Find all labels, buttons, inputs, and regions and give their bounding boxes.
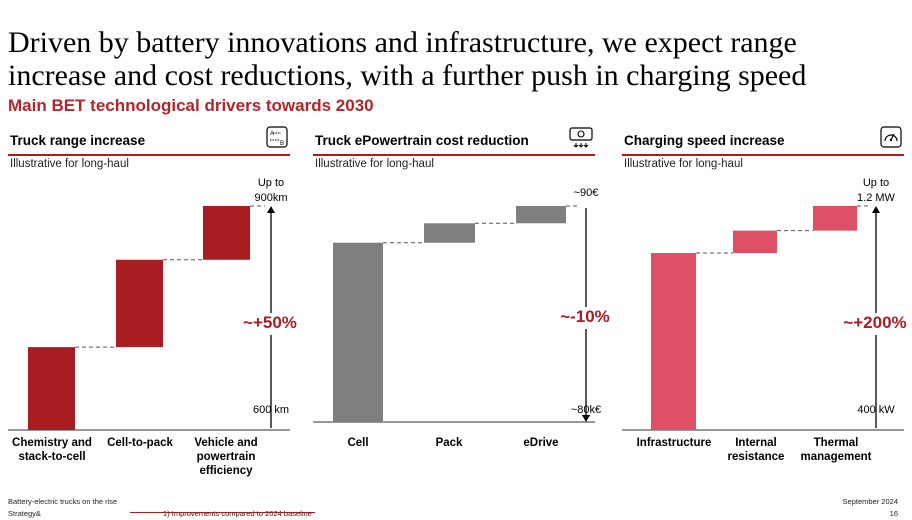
- footer-source: Battery-electric trucks on the rise: [8, 497, 118, 506]
- panel-title-range: Truck range increase: [10, 133, 146, 148]
- range-icon: A B: [266, 126, 288, 153]
- end-value-label: 900km: [254, 192, 287, 204]
- end-value-label: Up to: [863, 177, 889, 189]
- panel-subtitle-range: Illustrative for long-haul: [10, 158, 129, 170]
- category-label: Chemistry and: [12, 437, 92, 449]
- panel-title-charging: Charging speed increase: [624, 133, 785, 148]
- category-label: efficiency: [199, 465, 253, 477]
- money-icon: [569, 126, 593, 153]
- category-label: stack-to-cell: [18, 451, 85, 463]
- change-label: ~+50%: [243, 313, 297, 332]
- arrow-head: [582, 415, 590, 422]
- panel-subtitle-cost: Illustrative for long-haul: [315, 158, 434, 170]
- waterfall-bar: [116, 259, 163, 348]
- page-subtitle: Main BET technological drivers towards 2…: [8, 96, 374, 115]
- change-label: ~-10%: [560, 307, 610, 326]
- panel-title-cost: Truck ePowertrain cost reduction: [315, 133, 529, 148]
- category-label: Internal: [735, 437, 777, 449]
- end-value-label: ~90€: [574, 187, 599, 199]
- svg-text:B: B: [280, 141, 284, 147]
- footer-date: September 2024: [842, 497, 898, 506]
- waterfall-bar: [516, 206, 566, 224]
- speedometer-icon: [880, 126, 902, 153]
- category-label: eDrive: [523, 437, 558, 449]
- waterfall-bar: [28, 347, 75, 430]
- end-value-label: Up to: [258, 177, 284, 189]
- category-label: resistance: [728, 451, 785, 463]
- svg-text:A: A: [270, 131, 274, 137]
- footer-brand: Strategy&: [8, 509, 41, 518]
- waterfall-bar: [333, 242, 383, 422]
- panel-header-range: Truck range increase A B: [8, 126, 290, 156]
- end-value-label: 1.2 MW: [857, 192, 896, 204]
- category-label: Cell: [347, 437, 368, 449]
- waterfall-bar: [651, 253, 696, 430]
- footnote: 1) Improvements compared to 2024 baselin…: [163, 509, 312, 518]
- waterfall-bar: [733, 230, 777, 254]
- category-label: Pack: [436, 437, 463, 449]
- arrow-head: [267, 206, 275, 213]
- page-title-line-2: increase and cost reductions, with a fur…: [8, 59, 807, 92]
- panel-header-charging: Charging speed increase: [622, 126, 904, 156]
- panel-subtitle-charging: Illustrative for long-haul: [624, 158, 743, 170]
- waterfall-bar: [203, 206, 250, 260]
- change-label-bg: [547, 307, 623, 329]
- change-label-bg: [837, 313, 912, 335]
- waterfall-bar: [424, 223, 475, 243]
- category-label: Vehicle and: [194, 437, 257, 449]
- start-value-label: 400 kW: [857, 404, 895, 416]
- panel-header-cost: Truck ePowertrain cost reduction: [313, 127, 595, 156]
- change-label: ~+200%: [843, 313, 906, 332]
- category-label: Cell-to-pack: [107, 437, 173, 449]
- page-number: 16: [889, 509, 898, 518]
- change-label-bg: [232, 313, 308, 335]
- start-value-label: ~80k€: [571, 404, 601, 416]
- footnote-divider: [130, 512, 315, 513]
- category-label: management: [801, 451, 872, 463]
- category-label: Thermal: [814, 437, 859, 449]
- page-title: Driven by battery innovations and infras…: [8, 26, 908, 92]
- page-title-line-1: Driven by battery innovations and infras…: [8, 26, 797, 59]
- start-value-label: 600 km: [253, 404, 289, 416]
- category-label: powertrain: [197, 451, 256, 463]
- category-label: Infrastructure: [637, 437, 712, 449]
- waterfall-bar: [813, 206, 857, 231]
- arrow-head: [872, 206, 880, 213]
